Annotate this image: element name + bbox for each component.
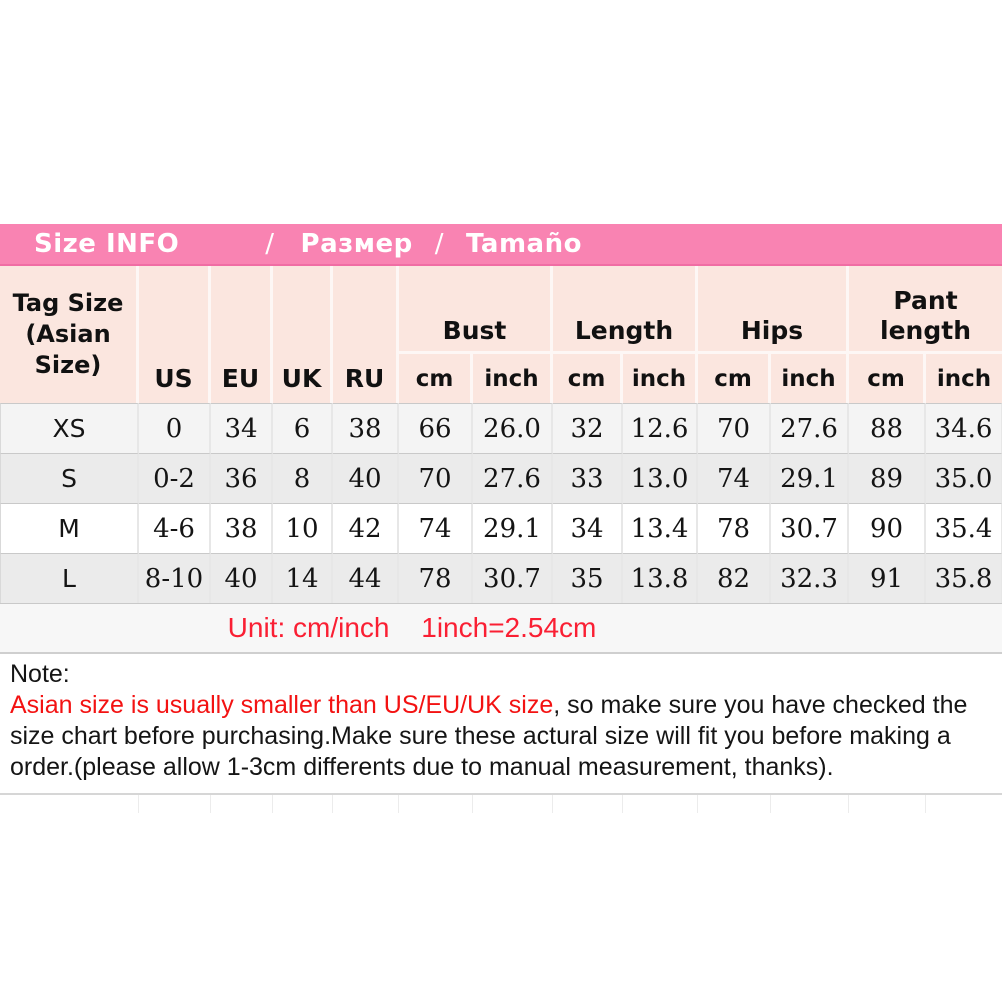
cell-xs-ru: 38 bbox=[333, 403, 399, 453]
cell-s-length-inch: 13.0 bbox=[623, 453, 699, 503]
header-length-inch: inch bbox=[623, 354, 699, 403]
cell-s-tag: S bbox=[0, 453, 139, 503]
cell-xs-bust-cm: 66 bbox=[399, 403, 473, 453]
cell-s-pant-inch: 35.0 bbox=[926, 453, 1002, 503]
size-info-title-bar: Size INFO / Размер / Tamaño bbox=[0, 224, 1002, 266]
note-label: Note: bbox=[10, 660, 70, 688]
unit-row: Unit: cm/inch 1inch=2.54cm bbox=[0, 603, 1002, 654]
cell-l-us: 8-10 bbox=[139, 553, 211, 603]
cell-xs-pant-cm: 88 bbox=[849, 403, 927, 453]
table-row-xs: XS 0 34 6 38 66 26.0 32 12.6 70 27.6 88 … bbox=[0, 403, 1002, 453]
header-hips-cm: cm bbox=[698, 354, 772, 403]
cell-m-hips-cm: 78 bbox=[698, 503, 772, 553]
cell-m-tag: M bbox=[0, 503, 139, 553]
note-cell: Note: Asian size is usually smaller than… bbox=[0, 654, 1002, 795]
note-line3: order.(please allow 1-3cm differents due… bbox=[10, 753, 834, 781]
cell-m-length-cm: 34 bbox=[553, 503, 623, 553]
header-us: US bbox=[139, 266, 211, 403]
unit-equation: 1inch=2.54cm bbox=[421, 612, 597, 643]
note-line1-rest: , so make sure you have checked the bbox=[553, 691, 968, 719]
note-row: Note: Asian size is usually smaller than… bbox=[0, 654, 1002, 795]
cell-l-hips-inch: 32.3 bbox=[771, 553, 850, 603]
cell-xs-length-inch: 12.6 bbox=[623, 403, 699, 453]
cell-l-length-cm: 35 bbox=[553, 553, 623, 603]
cell-l-hips-cm: 82 bbox=[698, 553, 772, 603]
cell-m-eu: 38 bbox=[211, 503, 273, 553]
cell-xs-hips-inch: 27.6 bbox=[771, 403, 850, 453]
cell-m-bust-inch: 29.1 bbox=[473, 503, 553, 553]
header-ru: RU bbox=[333, 266, 399, 403]
cell-l-pant-inch: 35.8 bbox=[926, 553, 1002, 603]
header-hips-inch: inch bbox=[771, 354, 850, 403]
cell-m-us: 4-6 bbox=[139, 503, 211, 553]
cell-xs-uk: 6 bbox=[273, 403, 333, 453]
cell-xs-length-cm: 32 bbox=[553, 403, 623, 453]
header-length: Length bbox=[553, 266, 699, 354]
cell-xs-eu: 34 bbox=[211, 403, 273, 453]
cell-xs-hips-cm: 70 bbox=[698, 403, 772, 453]
cell-s-ru: 40 bbox=[333, 453, 399, 503]
table-row-m: M 4-6 38 10 42 74 29.1 34 13.4 78 30.7 9… bbox=[0, 503, 1002, 553]
cell-l-pant-cm: 91 bbox=[849, 553, 927, 603]
cell-s-bust-inch: 27.6 bbox=[473, 453, 553, 503]
header-hips: Hips bbox=[698, 266, 850, 354]
header-bust-cm: cm bbox=[399, 354, 473, 403]
note-paragraph: Note: Asian size is usually smaller than… bbox=[10, 659, 992, 783]
header-uk: UK bbox=[273, 266, 333, 403]
cell-s-eu: 36 bbox=[211, 453, 273, 503]
cell-l-eu: 40 bbox=[211, 553, 273, 603]
unit-text: Unit: cm/inch 1inch=2.54cm bbox=[0, 612, 1002, 644]
header-pant-length: Pant length bbox=[849, 266, 1002, 354]
cell-l-bust-inch: 30.7 bbox=[473, 553, 553, 603]
size-chart-table: Tag Size (Asian Size) US EU UK RU Bust L… bbox=[0, 266, 1002, 813]
sub-header-row: cm inch cm inch cm inch cm inch bbox=[0, 354, 1002, 403]
note-line2: size chart before purchasing.Make sure t… bbox=[10, 722, 951, 750]
header-pant-inch: inch bbox=[926, 354, 1002, 403]
cell-l-length-inch: 13.8 bbox=[623, 553, 699, 603]
cell-s-uk: 8 bbox=[273, 453, 333, 503]
note-warning-red: Asian size is usually smaller than US/EU… bbox=[10, 691, 554, 719]
header-bust: Bust bbox=[399, 266, 553, 354]
group-header-row: Tag Size (Asian Size) US EU UK RU Bust L… bbox=[0, 266, 1002, 403]
cell-m-pant-cm: 90 bbox=[849, 503, 927, 553]
cell-xs-bust-inch: 26.0 bbox=[473, 403, 553, 453]
cell-m-length-inch: 13.4 bbox=[623, 503, 699, 553]
header-bust-inch: inch bbox=[473, 354, 553, 403]
header-length-cm: cm bbox=[553, 354, 623, 403]
title-tamano: Tamaño bbox=[466, 229, 582, 259]
cell-l-tag: L bbox=[0, 553, 139, 603]
cell-l-bust-cm: 78 bbox=[399, 553, 473, 603]
cell-xs-pant-inch: 34.6 bbox=[926, 403, 1002, 453]
header-tag-size: Tag Size (Asian Size) bbox=[0, 266, 139, 403]
cell-m-hips-inch: 30.7 bbox=[771, 503, 850, 553]
title-separator-1: / bbox=[265, 229, 275, 259]
cell-s-us: 0-2 bbox=[139, 453, 211, 503]
unit-cell: Unit: cm/inch 1inch=2.54cm bbox=[0, 603, 1002, 654]
empty-stub-row bbox=[0, 795, 1002, 813]
cell-m-ru: 42 bbox=[333, 503, 399, 553]
cell-m-uk: 10 bbox=[273, 503, 333, 553]
cell-l-uk: 14 bbox=[273, 553, 333, 603]
cell-s-hips-inch: 29.1 bbox=[771, 453, 850, 503]
cell-xs-us: 0 bbox=[139, 403, 211, 453]
cell-l-ru: 44 bbox=[333, 553, 399, 603]
unit-prefix: Unit: cm/inch bbox=[227, 612, 390, 643]
cell-s-length-cm: 33 bbox=[553, 453, 623, 503]
table-row-l: L 8-10 40 14 44 78 30.7 35 13.8 82 32.3 … bbox=[0, 553, 1002, 603]
cell-s-hips-cm: 74 bbox=[698, 453, 772, 503]
cell-s-pant-cm: 89 bbox=[849, 453, 927, 503]
cell-s-bust-cm: 70 bbox=[399, 453, 473, 503]
header-pant-cm: cm bbox=[849, 354, 927, 403]
header-eu: EU bbox=[211, 266, 273, 403]
table-row-s: S 0-2 36 8 40 70 27.6 33 13.0 74 29.1 89… bbox=[0, 453, 1002, 503]
title-separator-2: / bbox=[434, 229, 445, 259]
cell-m-pant-inch: 35.4 bbox=[926, 503, 1002, 553]
cell-xs-tag: XS bbox=[0, 403, 139, 453]
title-size-info: Size INFO bbox=[34, 229, 180, 259]
title-razmer: Размер bbox=[300, 229, 413, 259]
cell-m-bust-cm: 74 bbox=[399, 503, 473, 553]
